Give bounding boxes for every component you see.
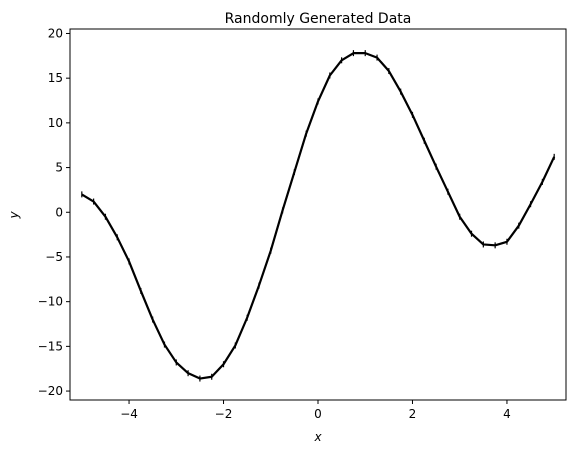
y-tick-label: 0: [55, 205, 63, 219]
x-tick-label: −4: [120, 407, 138, 421]
y-tick-label: −10: [38, 295, 63, 309]
x-axis-label: x: [313, 430, 322, 444]
axes-frame: [69, 28, 567, 401]
x-tick-label: 4: [503, 407, 511, 421]
x-tick-label: −2: [215, 407, 233, 421]
y-tick-label: 15: [48, 71, 63, 85]
chart-title: Randomly Generated Data: [225, 11, 412, 27]
x-tick-label: 0: [314, 407, 322, 421]
x-tick-label: 2: [409, 407, 417, 421]
y-tick-label: 5: [55, 161, 63, 175]
plot-area: [81, 50, 556, 382]
y-tick-label: −20: [38, 384, 63, 398]
y-tick-label: 10: [48, 116, 63, 130]
y-tick-label: 20: [48, 26, 63, 40]
y-tick-label: −5: [45, 250, 63, 264]
y-tick-label: −15: [38, 339, 63, 353]
y-axis-label: y: [7, 211, 21, 220]
